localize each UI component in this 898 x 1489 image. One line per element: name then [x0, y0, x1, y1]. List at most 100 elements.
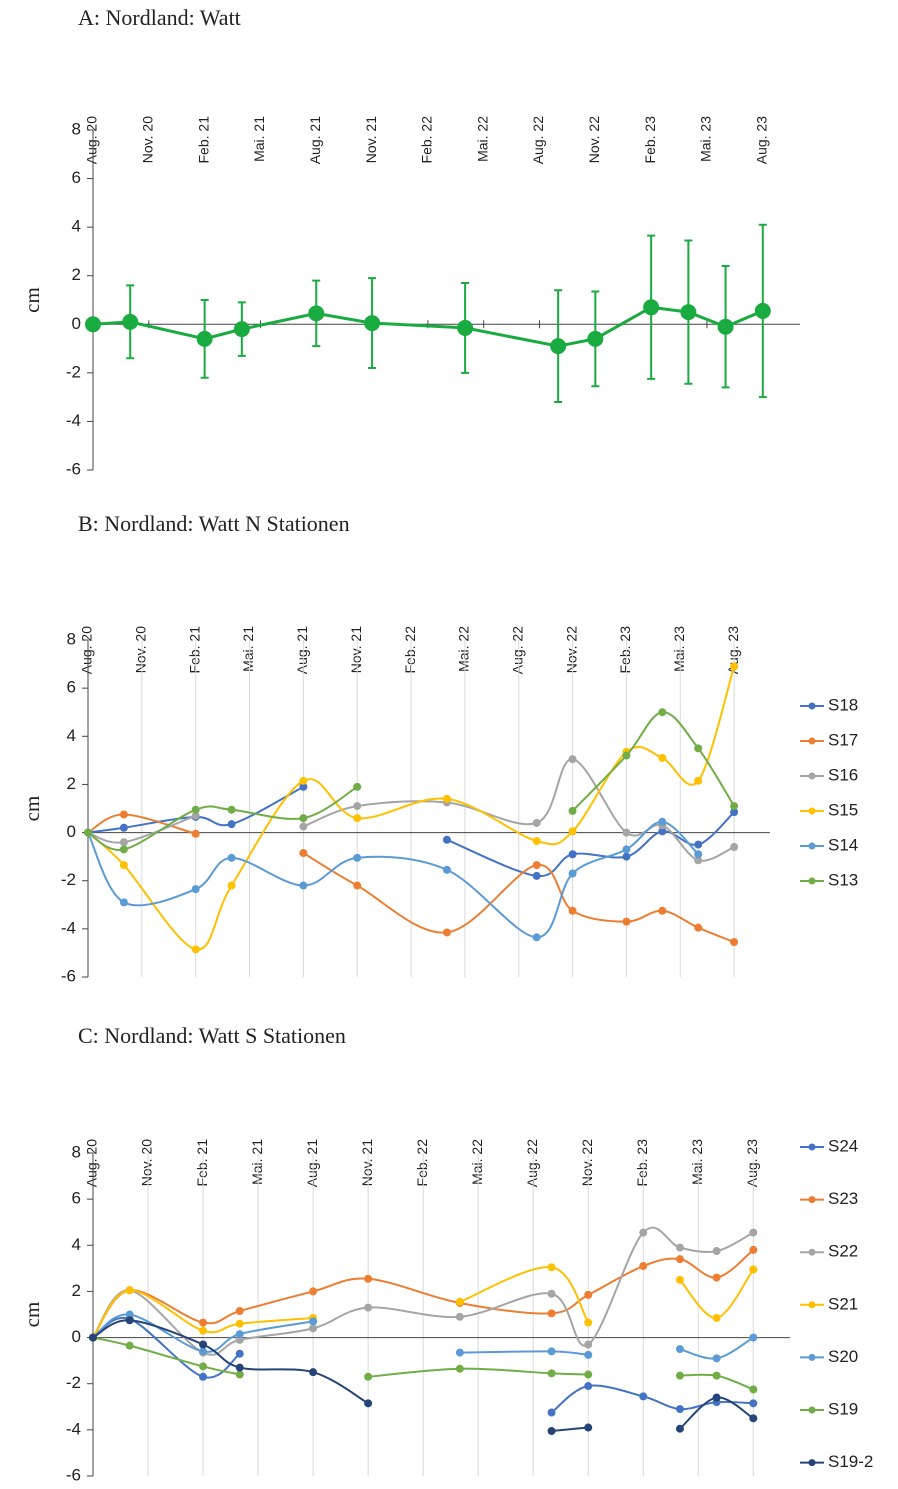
data-point: [712, 1273, 721, 1282]
data-point: [119, 838, 128, 847]
data-point: [639, 1262, 648, 1271]
legend-marker: [808, 1143, 816, 1151]
x-tick-label: Nov. 21: [359, 1139, 375, 1186]
data-point: [455, 1297, 464, 1306]
data-point: [235, 1335, 244, 1344]
x-tick-label: Aug. 23: [744, 1139, 760, 1187]
x-tick-label: Aug. 21: [307, 116, 323, 164]
data-point: [712, 1354, 721, 1363]
data-point: [85, 316, 101, 333]
data-point: [309, 1317, 318, 1326]
data-point: [353, 814, 362, 823]
x-tick-label: Mai. 22: [474, 116, 490, 162]
series-line: [92, 305, 764, 348]
legend-marker: [808, 1406, 816, 1414]
x-tick-label: Aug. 23: [725, 626, 741, 674]
data-point: [658, 753, 667, 762]
data-point: [532, 818, 541, 827]
x-tick-label: Aug. 20: [79, 626, 95, 674]
y-tick-label: 8: [72, 1142, 81, 1161]
legend-label: S24: [828, 1136, 858, 1155]
data-point: [694, 840, 703, 849]
data-point: [730, 843, 739, 852]
panel-title: A: Nordland: Watt: [78, 5, 241, 30]
y-tick-label: -4: [61, 918, 76, 937]
data-point: [749, 1228, 758, 1237]
data-point: [299, 814, 308, 823]
data-point: [694, 776, 703, 785]
data-point: [584, 1290, 593, 1299]
x-tick-label: Aug. 23: [753, 116, 769, 164]
data-point: [749, 1265, 758, 1274]
y-tick-label: -2: [66, 1373, 81, 1392]
data-point: [299, 782, 308, 791]
x-tick-label: Feb. 21: [195, 116, 211, 164]
data-point: [353, 782, 362, 791]
data-point: [235, 1330, 244, 1339]
data-point: [199, 1318, 208, 1327]
x-tick-label: Nov. 21: [348, 626, 364, 673]
data-point: [730, 808, 739, 817]
data-point: [749, 1399, 758, 1408]
x-tick-label: Aug. 21: [304, 1139, 320, 1187]
x-tick-label: Nov. 22: [579, 1139, 595, 1186]
x-tick-label: Feb. 21: [186, 626, 202, 674]
data-point: [730, 662, 739, 671]
legend-marker: [808, 1248, 816, 1256]
data-point: [694, 923, 703, 932]
data-point: [457, 319, 474, 336]
x-tick-label: Mai. 22: [456, 626, 472, 672]
x-tick-label: Aug. 20: [84, 1139, 100, 1187]
legend-marker: [808, 1196, 816, 1204]
data-point: [191, 829, 200, 838]
legend-marker: [808, 702, 816, 710]
data-point: [233, 321, 250, 338]
data-point: [191, 945, 200, 954]
data-point: [712, 1247, 721, 1256]
y-tick-label: 4: [72, 217, 81, 236]
y-tick-label: 6: [67, 678, 76, 697]
y-tick-label: -4: [66, 1419, 81, 1438]
data-point: [235, 1363, 244, 1372]
x-tick-label: Aug. 22: [530, 116, 546, 164]
data-point: [622, 845, 631, 854]
x-tick-label: Aug. 22: [524, 1139, 540, 1187]
data-point: [364, 1303, 373, 1312]
x-tick-label: Mai. 23: [698, 116, 714, 162]
data-point: [191, 805, 200, 814]
y-tick-label: 6: [72, 1189, 81, 1208]
data-point: [119, 898, 128, 907]
data-point: [199, 1362, 208, 1371]
x-tick-label: Mai. 21: [240, 626, 256, 672]
data-point: [550, 338, 567, 355]
data-point: [235, 1370, 244, 1379]
data-point: [442, 835, 451, 844]
y-tick-label: 6: [72, 168, 81, 187]
data-point: [125, 1341, 134, 1350]
data-point: [754, 302, 771, 319]
data-point: [568, 850, 577, 859]
legend-label: S20: [828, 1347, 858, 1366]
data-point: [568, 755, 577, 764]
data-point: [568, 869, 577, 878]
x-tick-label: Feb. 22: [402, 626, 418, 674]
legend-marker: [808, 807, 816, 815]
data-point: [547, 1408, 556, 1417]
data-point: [119, 845, 128, 854]
data-point: [675, 1405, 684, 1414]
data-point: [694, 850, 703, 859]
data-point: [658, 906, 667, 915]
data-point: [622, 852, 631, 861]
data-point: [712, 1393, 721, 1402]
legend-label: S22: [828, 1242, 858, 1261]
data-point: [196, 330, 213, 347]
data-point: [717, 318, 734, 335]
data-point: [353, 881, 362, 890]
data-point: [749, 1245, 758, 1254]
data-point: [125, 1316, 134, 1325]
y-tick-label: 2: [67, 774, 76, 793]
data-point: [119, 823, 128, 832]
legend-label: S19-2: [828, 1452, 873, 1471]
legend-marker: [808, 1459, 816, 1467]
data-point: [675, 1345, 684, 1354]
